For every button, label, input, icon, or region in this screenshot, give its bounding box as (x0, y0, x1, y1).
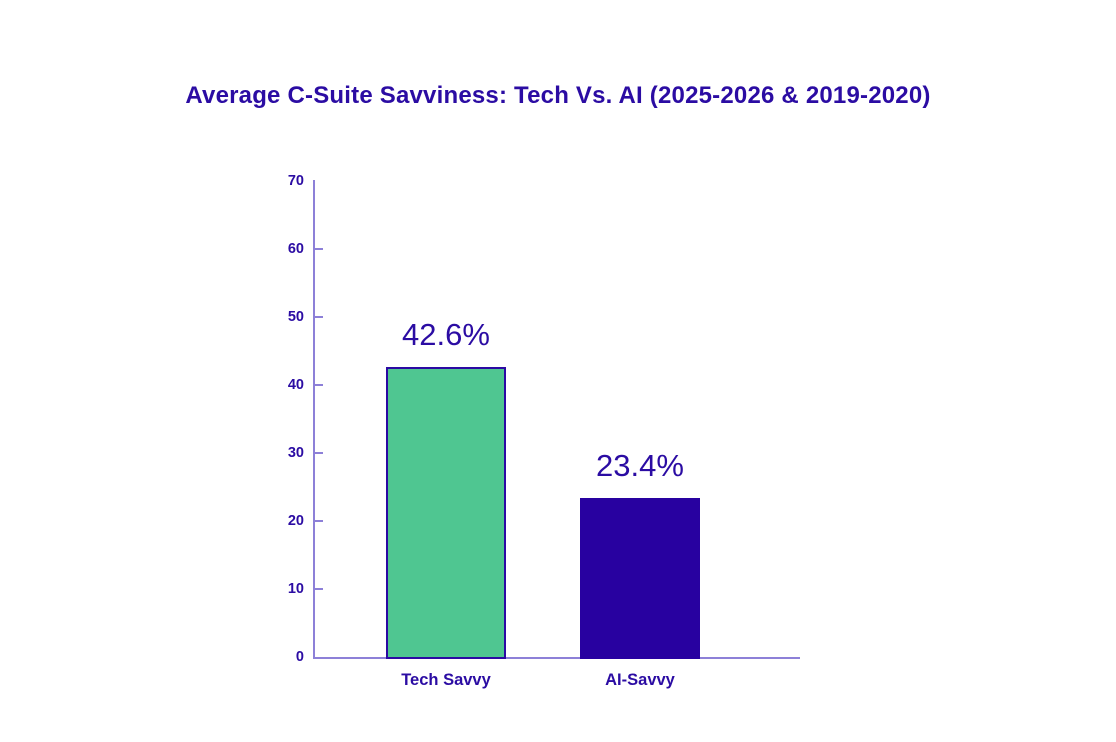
bar-tech-savvy (386, 367, 506, 659)
y-axis-tick-40 (315, 384, 323, 386)
y-axis-tick-label-70: 70 (287, 173, 304, 189)
x-axis-label-ai-savvy: AI-Savvy (605, 671, 675, 689)
y-axis-tick-20 (315, 520, 323, 522)
y-axis-tick-label-20: 20 (287, 513, 304, 529)
bar-value-label-tech-savvy: 42.6% (402, 317, 490, 353)
y-axis-line (313, 180, 315, 659)
y-axis-tick-label-0: 0 (295, 649, 304, 665)
y-axis-tick-label-60: 60 (287, 241, 304, 257)
y-axis-tick-30 (315, 452, 323, 454)
y-axis-tick-label-40: 40 (287, 377, 304, 393)
y-axis-tick-label-50: 50 (287, 309, 304, 325)
x-axis-label-tech-savvy: Tech Savvy (401, 671, 491, 689)
y-axis-tick-label-30: 30 (287, 445, 304, 461)
x-axis-line (313, 657, 800, 659)
bar-ai-savvy (580, 497, 700, 659)
y-axis-tick-50 (315, 316, 323, 318)
bar-value-label-ai-savvy: 23.4% (596, 447, 684, 483)
y-axis-tick-10 (315, 588, 323, 590)
chart-title: Average C-Suite Savviness: Tech Vs. AI (… (185, 82, 931, 109)
y-axis-tick-60 (315, 248, 323, 250)
y-axis-tick-label-10: 10 (287, 581, 304, 597)
